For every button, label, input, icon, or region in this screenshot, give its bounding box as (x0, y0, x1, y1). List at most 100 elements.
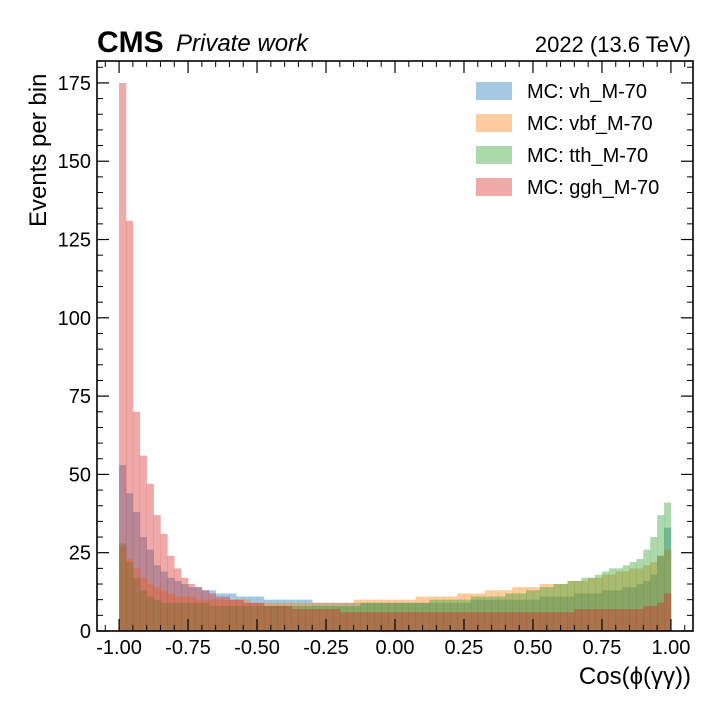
bar-ggh (484, 612, 492, 631)
bar-tth (326, 605, 334, 631)
bar-vh (277, 599, 285, 631)
bar-tth (415, 602, 423, 631)
bar-tth (132, 577, 141, 631)
bar-vbf (470, 593, 479, 631)
bar-ggh (608, 609, 617, 631)
bar-tth (339, 605, 348, 631)
bar-vh (505, 599, 513, 631)
bar-tth (505, 593, 513, 631)
bar-vh (374, 602, 382, 631)
bar-ggh (305, 609, 313, 631)
bar-ggh (401, 612, 410, 631)
bar-vh (615, 590, 623, 631)
bar-tth (560, 584, 568, 631)
bar-tth (595, 574, 603, 631)
bar-ggh (284, 605, 292, 631)
bar-vh (174, 580, 182, 631)
bar-vh (312, 602, 320, 631)
bar-vbf (422, 596, 430, 631)
bar-vbf (636, 568, 644, 631)
bar-vh (188, 587, 196, 631)
bar-tth (574, 580, 582, 631)
bar-ggh (153, 515, 161, 631)
bar-ggh (243, 602, 251, 631)
bar-ggh (636, 609, 644, 631)
bar-tth (608, 568, 617, 631)
y-tick-label: 25 (69, 543, 91, 565)
bar-vbf (505, 590, 513, 631)
bar-tth (160, 602, 168, 631)
bar-vh (491, 599, 499, 631)
bar-tth (436, 599, 444, 631)
bar-ggh (395, 612, 403, 631)
bar-vbf (395, 599, 403, 631)
bar-vh (146, 549, 154, 631)
bar-ggh (360, 612, 368, 631)
bar-vh (263, 599, 272, 631)
bar-vbf (477, 593, 485, 631)
bar-ggh (408, 612, 416, 631)
bar-vbf (153, 587, 161, 631)
bar-vbf (319, 602, 327, 631)
bar-tth (470, 596, 479, 631)
bar-vh (298, 599, 306, 631)
bar-vbf (326, 602, 334, 631)
bar-vbf (408, 599, 416, 631)
bar-ggh (188, 584, 196, 631)
bar-vh (367, 602, 375, 631)
bar-ggh (664, 593, 672, 631)
bar-tth (491, 596, 499, 631)
bar-tth (477, 596, 485, 631)
bar-vh (381, 602, 389, 631)
bar-ggh (560, 612, 568, 631)
bar-vbf (650, 562, 658, 631)
bar-tth (250, 605, 258, 631)
bar-ggh (332, 609, 341, 631)
bar-tth (629, 562, 637, 631)
bar-tth (374, 602, 382, 631)
bar-ggh (491, 612, 499, 631)
bar-tth (408, 602, 416, 631)
bar-vh (139, 537, 147, 631)
bar-vh (415, 602, 423, 631)
bar-vbf (208, 599, 216, 631)
bar-tth (277, 605, 285, 631)
legend-swatch-tth (476, 146, 512, 164)
bar-ggh (139, 455, 147, 631)
bar-ggh (422, 612, 430, 631)
bar-vbf (436, 596, 444, 631)
bar-vbf (615, 571, 623, 631)
bar-vh (601, 590, 610, 631)
series-tth (119, 502, 672, 631)
bar-ggh (505, 612, 513, 631)
bar-vbf (539, 584, 548, 631)
bar-vbf (629, 568, 637, 631)
y-tick-label: 150 (58, 151, 91, 173)
bar-vbf (132, 568, 141, 631)
bar-tth (119, 543, 127, 631)
bar-vbf (188, 596, 196, 631)
bar-tth (201, 602, 210, 631)
bar-tth (532, 590, 541, 631)
bar-vbf (201, 599, 210, 631)
bar-vbf (443, 596, 451, 631)
bar-vh (498, 599, 506, 631)
bar-tth (512, 593, 520, 631)
bar-vbf (498, 590, 506, 631)
bar-ggh (643, 605, 651, 631)
bar-vh (167, 577, 175, 631)
bar-vh (443, 602, 451, 631)
bar-tth (457, 599, 465, 631)
bar-vh (539, 596, 548, 631)
bar-tth (215, 605, 223, 631)
bar-vbf (526, 587, 534, 631)
bar-vbf (263, 602, 272, 631)
bar-vbf (622, 571, 630, 631)
energy-label: 2022 (13.6 TeV) (535, 32, 691, 57)
bar-vh (422, 602, 430, 631)
bar-vh (181, 584, 189, 631)
bar-vbf (664, 549, 672, 631)
bar-tth (346, 605, 354, 631)
bar-vbf (415, 596, 423, 631)
bar-ggh (615, 609, 623, 631)
